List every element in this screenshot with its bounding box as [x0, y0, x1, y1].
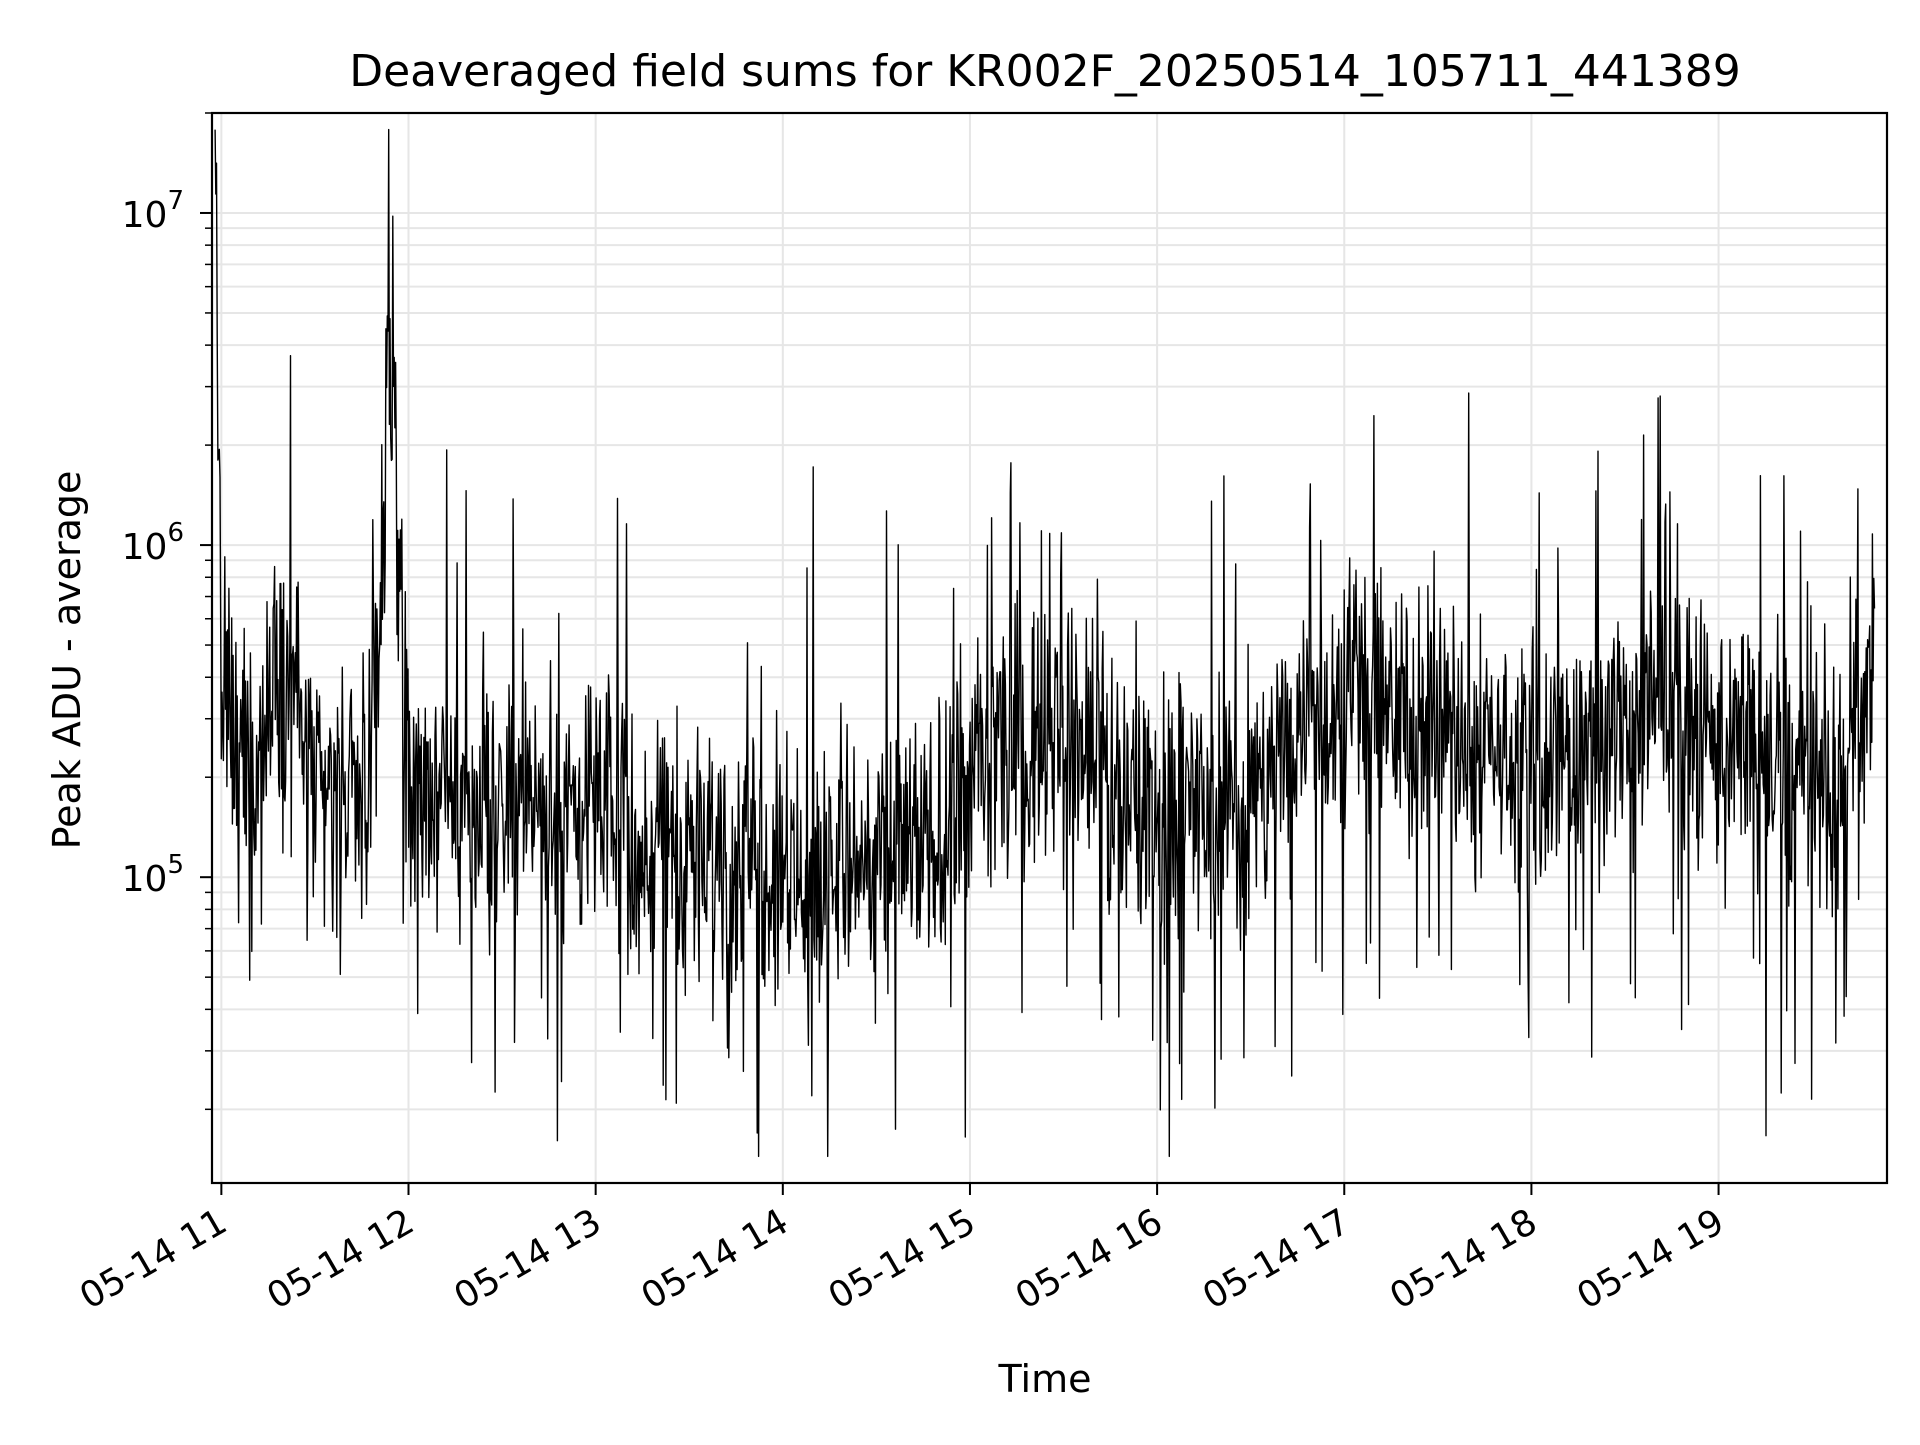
y-axis-label: Peak ADU - average — [45, 471, 89, 850]
x-tick-label: 05-14 14 — [635, 1201, 796, 1317]
series-line — [214, 128, 1876, 1158]
x-tick-label: 05-14 16 — [1009, 1201, 1170, 1317]
y-tick-label: 107 — [122, 186, 184, 236]
x-axis-label: Time — [998, 1357, 1092, 1401]
x-tick-label: 05-14 15 — [822, 1201, 983, 1317]
x-tick-label: 05-14 18 — [1383, 1201, 1544, 1317]
x-tick-label: 05-14 12 — [260, 1201, 421, 1317]
x-tick-label: 05-14 19 — [1570, 1201, 1731, 1317]
x-tick-label: 05-14 13 — [447, 1201, 608, 1317]
x-tick-label: 05-14 17 — [1196, 1201, 1357, 1317]
x-tick-label: 05-14 11 — [73, 1201, 234, 1317]
plot-frame — [210, 111, 1889, 1185]
y-tick-label: 106 — [122, 518, 184, 568]
y-tick-label: 105 — [122, 850, 184, 900]
chart-title: Deaveraged field sums for KR002F_2025051… — [349, 46, 1741, 97]
